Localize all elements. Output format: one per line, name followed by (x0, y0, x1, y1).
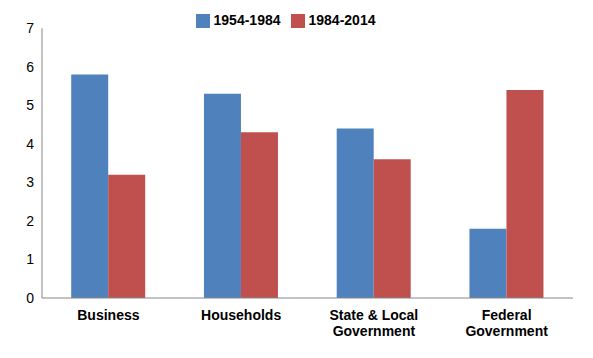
svg-text:Households: Households (201, 307, 281, 323)
svg-text:0: 0 (26, 290, 34, 306)
svg-text:2: 2 (26, 213, 34, 229)
svg-text:6: 6 (26, 59, 34, 75)
html-text:1984-2014: 1984-2014 (308, 12, 376, 28)
svg-text:1: 1 (26, 251, 34, 267)
html-text:1954-1984: 1954-1984 (213, 12, 281, 28)
svg-text:4: 4 (26, 136, 34, 152)
svg-text:7: 7 (26, 20, 34, 36)
svg-text:5: 5 (26, 97, 34, 113)
svg-text:Business: Business (77, 307, 139, 323)
svg-text:FederalGovernment: FederalGovernment (465, 307, 548, 339)
svg-text:3: 3 (26, 174, 34, 190)
svg-text:State & LocalGovernment: State & LocalGovernment (330, 307, 419, 339)
